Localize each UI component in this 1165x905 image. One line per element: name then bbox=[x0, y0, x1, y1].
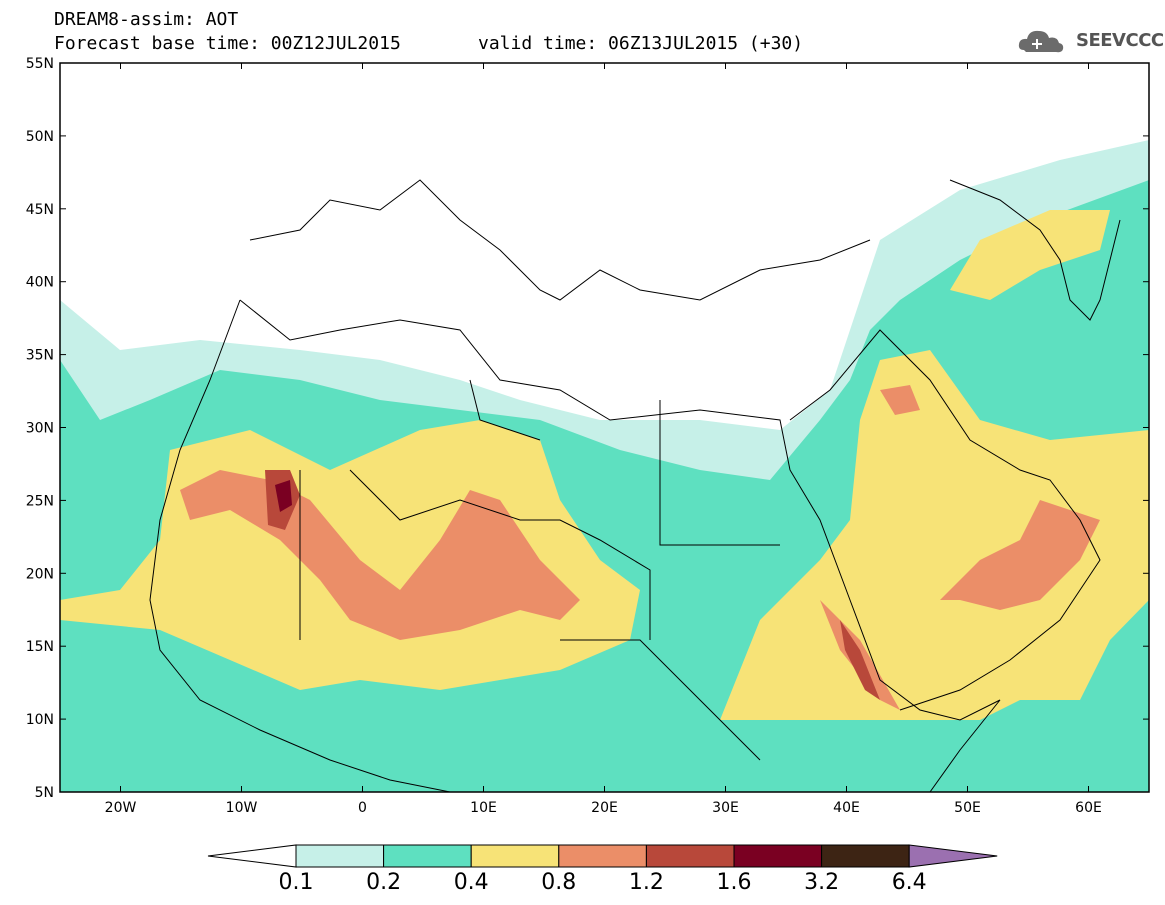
europe-coast bbox=[249, 179, 871, 301]
lon-tick-label: 60E bbox=[1075, 800, 1102, 816]
colorbar-segment bbox=[470, 844, 560, 868]
colorbar-segment bbox=[295, 844, 385, 868]
seevccc-logo: SEEVCCC bbox=[1016, 24, 1164, 60]
colorbar-level-label: 3.2 bbox=[804, 870, 840, 895]
lat-tick-label: 20N bbox=[26, 566, 54, 582]
logo-text: SEEVCCC bbox=[1076, 30, 1164, 51]
lat-tick-label: 35N bbox=[26, 348, 54, 364]
lat-tick-label: 30N bbox=[26, 421, 54, 437]
lat-tick-label: 40N bbox=[26, 275, 54, 291]
lon-tick-label: 10W bbox=[226, 800, 258, 816]
colorbar-high-arrow bbox=[908, 844, 998, 868]
cloud-icon bbox=[1018, 30, 1064, 53]
lon-tick-label: 0 bbox=[358, 800, 367, 816]
lat-tick-label: 15N bbox=[26, 639, 54, 655]
lat-tick-label: 55N bbox=[26, 56, 54, 72]
aot-field bbox=[60, 140, 1149, 792]
arabia-coast bbox=[789, 329, 1101, 711]
colorbar-level-label: 6.4 bbox=[891, 870, 927, 895]
colorbar-level-label: 0.4 bbox=[453, 870, 489, 895]
lat-tick-label: 45N bbox=[26, 202, 54, 218]
borders bbox=[299, 379, 780, 761]
colorbar-level-label: 1.2 bbox=[628, 870, 664, 895]
aot-level-1.6 bbox=[275, 480, 292, 512]
latitude-ticks: 55N 50N 45N 40N 35N 30N 25N 20N 15N 10N 5N bbox=[26, 56, 1149, 801]
colorbar-level-label: 0.2 bbox=[366, 870, 402, 895]
colorbar-low-arrow bbox=[207, 844, 297, 868]
valid-time: valid time: 06Z13JUL2015 (+30) bbox=[478, 33, 804, 54]
colorbar-segment bbox=[821, 844, 910, 868]
lon-tick-label: 40E bbox=[833, 800, 860, 816]
colorbar-segment bbox=[645, 844, 735, 868]
lon-tick-label: 20E bbox=[591, 800, 618, 816]
lat-tick-label: 50N bbox=[26, 129, 54, 145]
forecast-base-time: Forecast base time: 00Z12JUL2015 bbox=[54, 33, 401, 54]
colorbar-level-label: 0.1 bbox=[278, 870, 314, 895]
aot-level-0.8 bbox=[180, 385, 1100, 710]
lat-tick-label: 25N bbox=[26, 493, 54, 509]
colorbar-level-label: 1.6 bbox=[716, 870, 752, 895]
colorbar-level-label: 0.8 bbox=[541, 870, 577, 895]
coastlines bbox=[149, 179, 1121, 792]
map-title: DREAM8-assim: AOT bbox=[54, 9, 239, 30]
longitude-ticks: 20W 10W 0 10E 20E 30E 40E 50E 60E bbox=[105, 63, 1102, 816]
lat-tick-label: 10N bbox=[26, 712, 54, 728]
lon-tick-label: 30E bbox=[712, 800, 739, 816]
caspian-coast bbox=[949, 179, 1121, 321]
colorbar-segment bbox=[558, 844, 647, 868]
west-africa-coast bbox=[149, 299, 451, 792]
lat-tick-label: 5N bbox=[35, 785, 54, 801]
lon-tick-label: 10E bbox=[470, 800, 497, 816]
africa-coast bbox=[239, 299, 1001, 792]
lon-tick-label: 20W bbox=[105, 800, 137, 816]
lon-tick-label: 50E bbox=[954, 800, 981, 816]
colorbar-segment bbox=[383, 844, 472, 868]
colorbar-segment bbox=[733, 844, 823, 868]
colorbar bbox=[207, 844, 998, 868]
